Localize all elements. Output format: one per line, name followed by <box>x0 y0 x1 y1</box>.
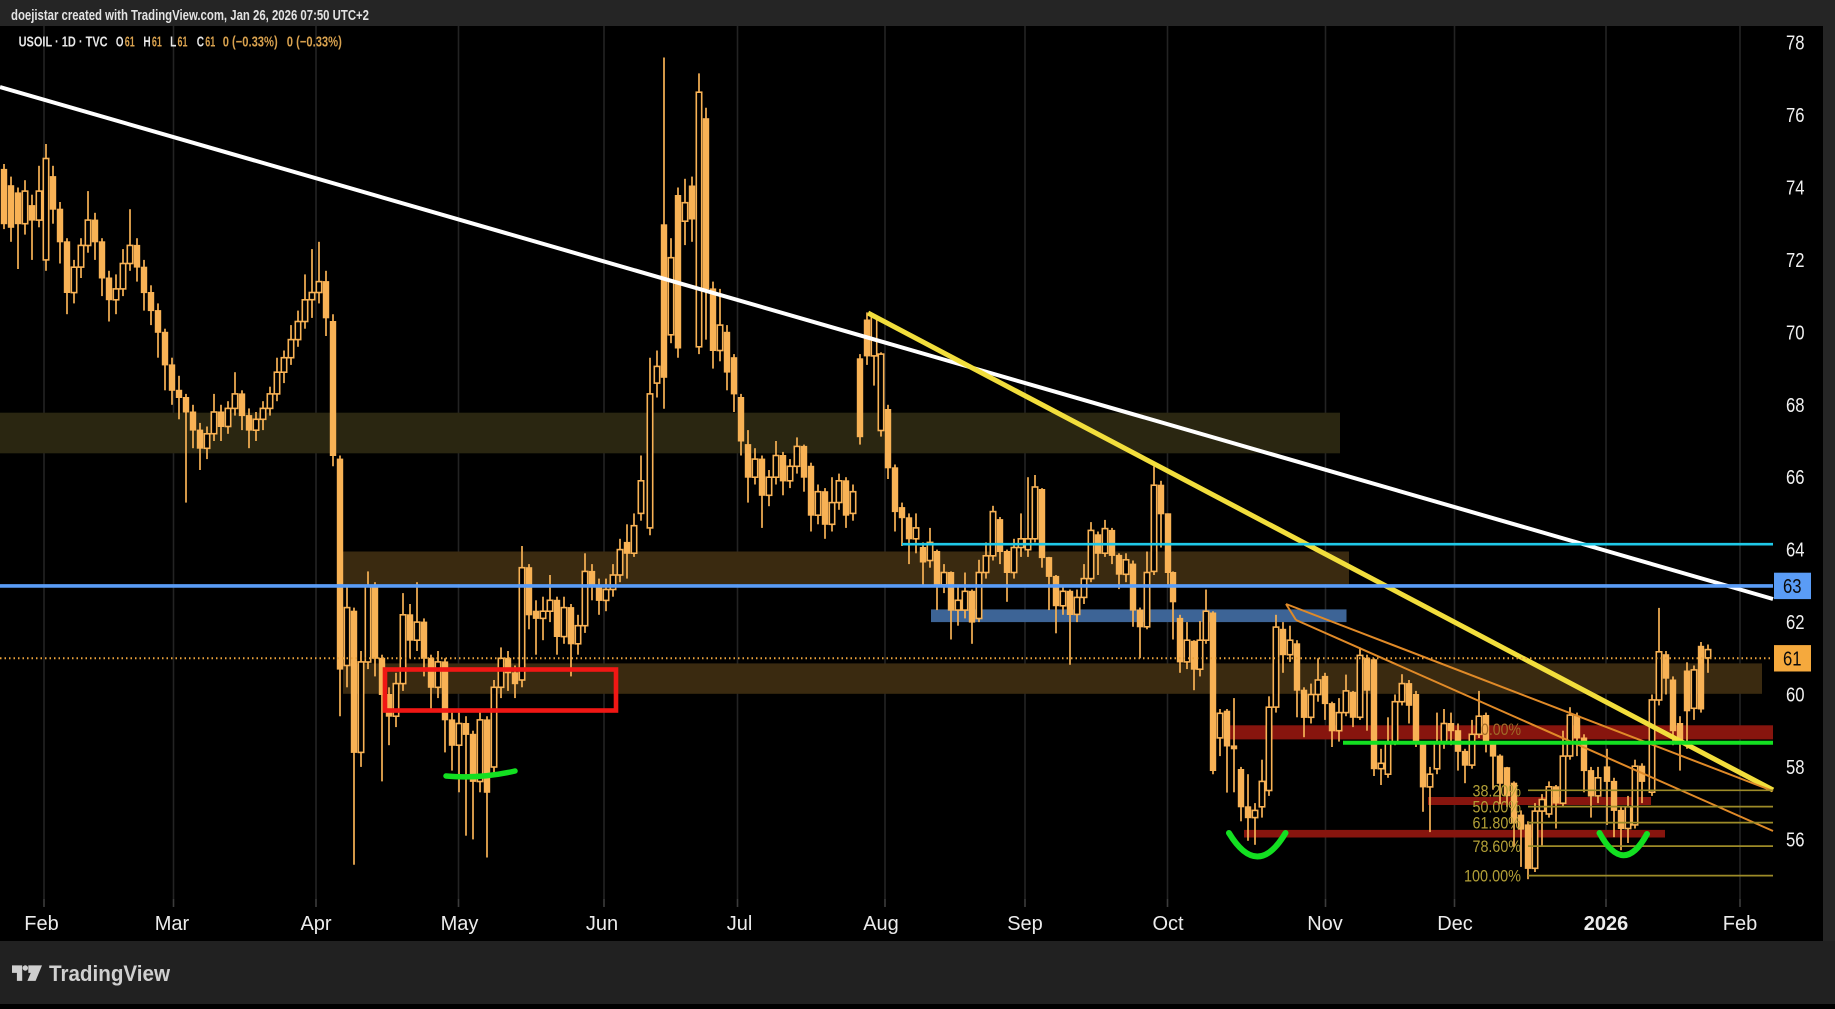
svg-text:O: O <box>116 35 124 51</box>
svg-text:TradingView: TradingView <box>49 961 171 986</box>
svg-text:100.00%: 100.00% <box>1464 868 1521 886</box>
svg-text:C: C <box>197 35 205 51</box>
svg-text:Feb: Feb <box>24 913 58 935</box>
svg-text:70: 70 <box>1786 322 1805 344</box>
svg-text:Feb: Feb <box>1723 913 1757 935</box>
svg-text:61: 61 <box>205 35 215 51</box>
svg-text:Sep: Sep <box>1007 913 1043 935</box>
svg-text:Aug: Aug <box>863 913 899 935</box>
svg-text:74: 74 <box>1786 178 1805 200</box>
svg-text:50.00%: 50.00% <box>1473 799 1522 817</box>
svg-text:38.20%: 38.20% <box>1473 782 1522 800</box>
svg-text:58: 58 <box>1786 757 1805 779</box>
svg-text:61: 61 <box>152 35 162 51</box>
svg-text:Nov: Nov <box>1307 913 1343 935</box>
svg-text:56: 56 <box>1786 829 1805 851</box>
svg-text:Oct: Oct <box>1152 913 1184 935</box>
svg-text:72: 72 <box>1786 250 1805 272</box>
svg-text:doejistar created with Trading: doejistar created with TradingView.com, … <box>11 8 369 24</box>
svg-text:62: 62 <box>1786 612 1805 634</box>
svg-text:76: 76 <box>1786 105 1805 127</box>
svg-text:66: 66 <box>1786 467 1805 489</box>
svg-text:78: 78 <box>1786 33 1805 55</box>
svg-text:Apr: Apr <box>300 913 331 935</box>
svg-text:Mar: Mar <box>155 913 190 935</box>
svg-text:0 (−0.33%): 0 (−0.33%) <box>223 35 278 51</box>
svg-text:78.60%: 78.60% <box>1473 838 1522 856</box>
svg-text:Dec: Dec <box>1437 913 1473 935</box>
svg-text:Jul: Jul <box>727 913 753 935</box>
svg-text:61: 61 <box>125 35 135 51</box>
svg-text:0.00%: 0.00% <box>1481 721 1521 739</box>
svg-text:H: H <box>143 35 150 51</box>
svg-text:Jun: Jun <box>586 913 618 935</box>
svg-text:63: 63 <box>1783 576 1802 598</box>
svg-text:61: 61 <box>1783 648 1802 670</box>
svg-text:L: L <box>170 35 176 51</box>
svg-text:USOIL · 1D · TVC: USOIL · 1D · TVC <box>19 35 108 51</box>
svg-text:60: 60 <box>1786 685 1805 707</box>
svg-text:2026: 2026 <box>1584 913 1629 935</box>
svg-text:68: 68 <box>1786 395 1805 417</box>
svg-text:0 (−0.33%): 0 (−0.33%) <box>287 35 342 51</box>
svg-text:61.80%: 61.80% <box>1473 815 1522 833</box>
svg-text:May: May <box>441 913 479 935</box>
svg-text:61: 61 <box>178 35 188 51</box>
svg-text:64: 64 <box>1786 540 1805 562</box>
